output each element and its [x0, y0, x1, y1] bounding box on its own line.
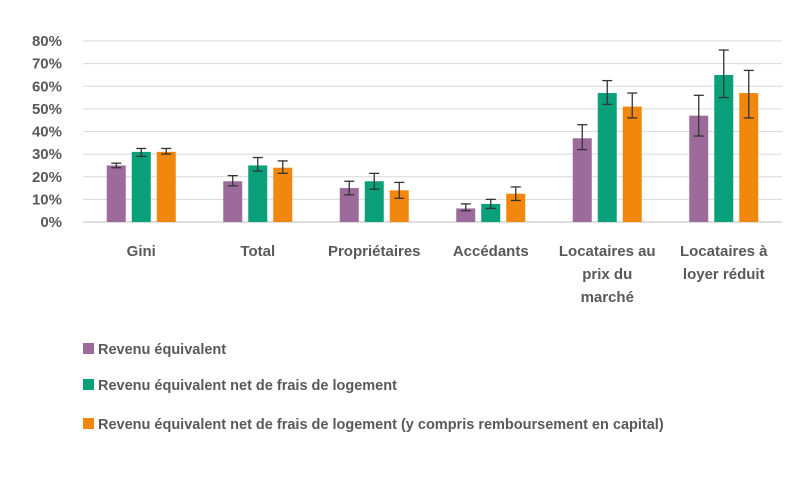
bars [106, 74, 759, 222]
y-tick-label: 10% [32, 191, 62, 208]
error-bar [485, 198, 496, 210]
bar [597, 93, 617, 222]
error-bar [227, 174, 238, 187]
error-bar [460, 203, 471, 212]
gridlines [83, 40, 782, 223]
category-label: Locataires à loyer réduit [680, 243, 768, 283]
bar [456, 208, 476, 222]
bar [739, 93, 759, 222]
y-tick-label: 20% [32, 169, 62, 186]
y-tick-label: 50% [32, 101, 62, 118]
error-bars [111, 49, 754, 212]
bar [156, 151, 176, 222]
y-tick-label: 30% [32, 146, 62, 163]
legend-label: Revenu équivalent [98, 342, 226, 358]
bar [223, 181, 243, 222]
error-bar [277, 160, 288, 175]
legend-swatch [83, 418, 94, 429]
error-bar [369, 172, 380, 190]
legend-swatch [83, 343, 94, 354]
bar [572, 138, 592, 222]
y-tick-label: 80% [32, 33, 62, 50]
error-bar [111, 162, 122, 169]
y-tick-label: 40% [32, 124, 62, 141]
legend-item: Revenu équivalent [83, 342, 226, 358]
legend-item: Revenu équivalent net de frais de logeme… [83, 417, 664, 433]
error-bar [252, 156, 263, 172]
bar [339, 188, 359, 222]
category-label: Locataires au prix du marché [559, 243, 656, 306]
bar [622, 106, 642, 222]
error-bar [394, 181, 405, 199]
bar [714, 74, 734, 222]
category-label: Accédants [453, 243, 529, 260]
legend-label: Revenu équivalent net de frais de logeme… [98, 378, 397, 394]
y-tick-label: 0% [40, 214, 62, 231]
legend-item: Revenu équivalent net de frais de logeme… [83, 378, 397, 394]
bar [273, 167, 293, 222]
error-bar [743, 69, 754, 119]
error-bar [693, 94, 704, 137]
y-axis-ticks: 0% 10% 20% 30% 40% 50% 60% 70% 80% [32, 33, 62, 231]
error-bar [577, 124, 588, 151]
error-bar [344, 180, 355, 196]
bar [131, 151, 151, 222]
x-axis-categories: Gini Total Propriétaires Accédants Locataire… [127, 243, 769, 306]
category-label: Gini [127, 243, 156, 260]
legend-swatch [83, 379, 94, 390]
bar [248, 165, 268, 222]
bar [689, 115, 709, 222]
bar [364, 181, 384, 222]
error-bar [718, 49, 729, 99]
legend: Revenu équivalent Revenu équivalent net d… [83, 342, 664, 433]
error-bar [136, 147, 147, 158]
legend-label: Revenu équivalent net de frais de logeme… [98, 417, 664, 433]
error-bar [510, 186, 521, 202]
error-bar [602, 79, 613, 105]
bar [106, 165, 126, 222]
y-tick-label: 70% [32, 56, 62, 73]
category-label: Propriétaires [328, 243, 421, 260]
error-bar [627, 92, 638, 119]
category-label: Total [240, 243, 275, 260]
y-tick-label: 60% [32, 78, 62, 95]
error-bar [161, 147, 172, 155]
